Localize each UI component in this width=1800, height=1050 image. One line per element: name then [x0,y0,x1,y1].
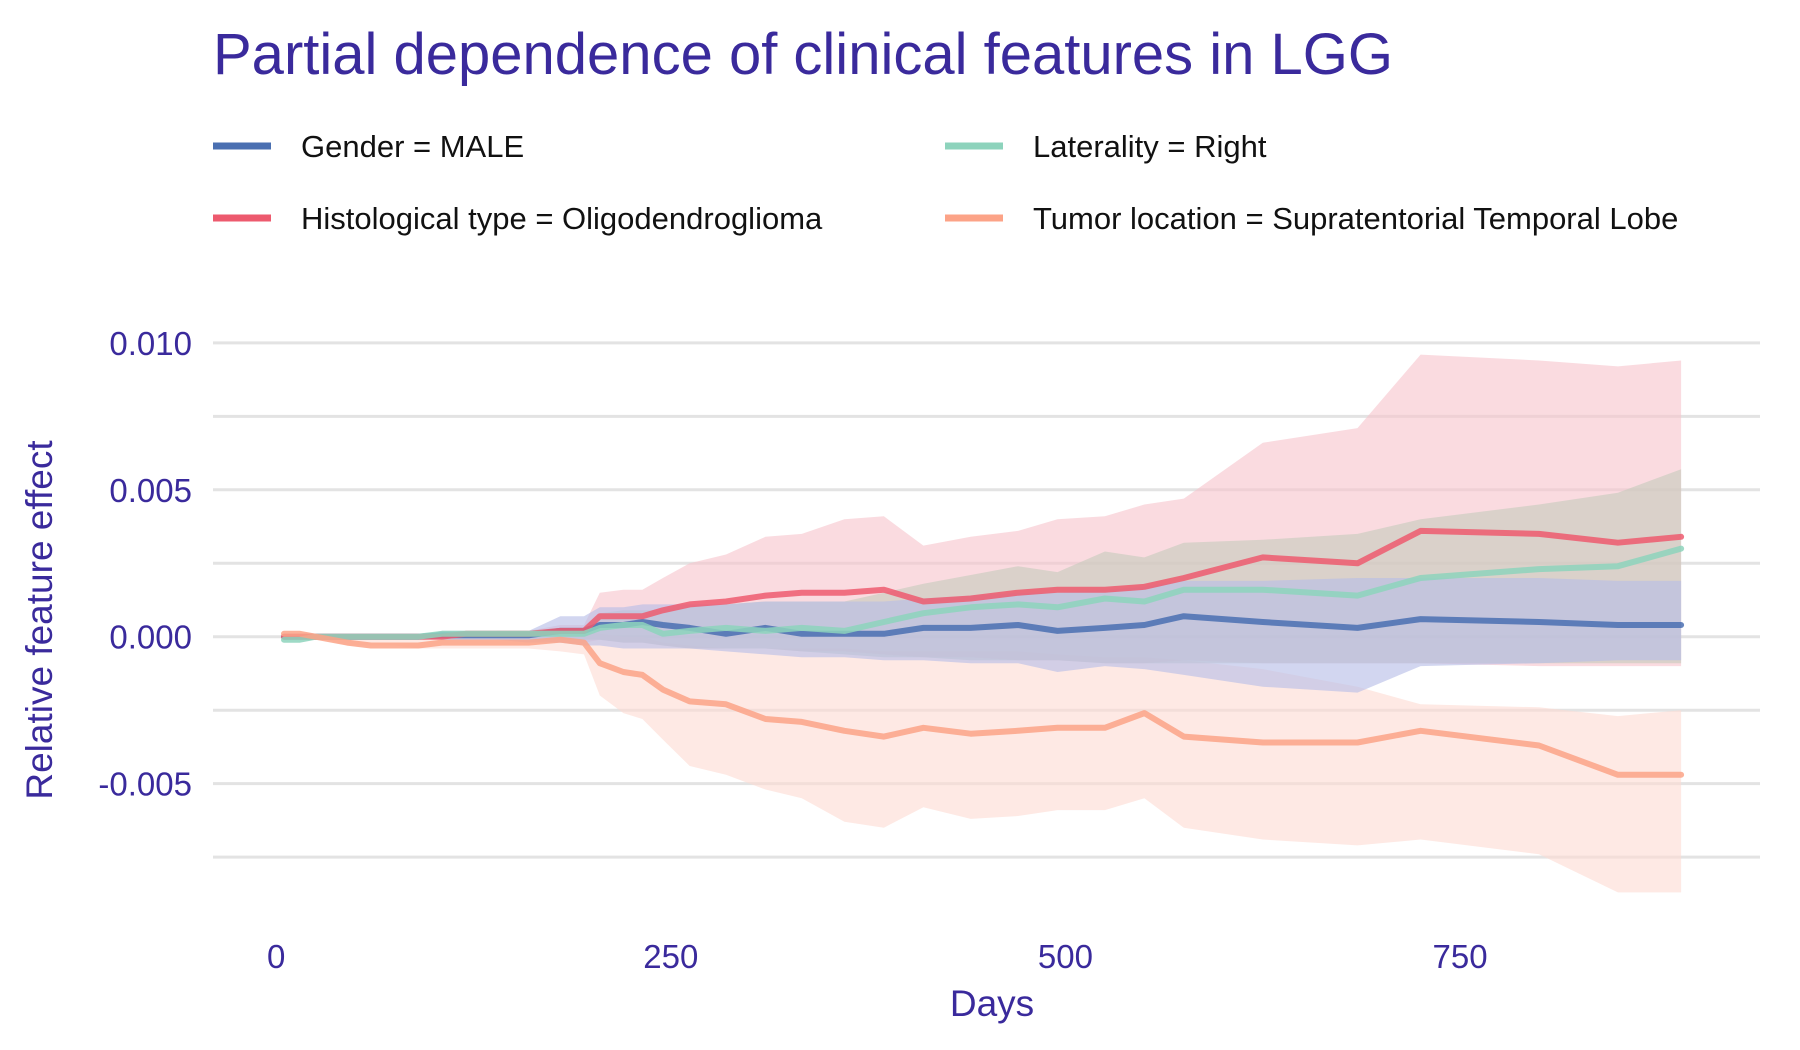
legend-label: Histological type = Oligodendroglioma [301,201,823,236]
legend-label: Gender = MALE [301,129,524,164]
confidence-band-0 [284,578,1682,693]
x-tick-label: 250 [643,938,698,975]
y-axis-label: Relative feature effect [19,440,60,800]
legend-label: Laterality = Right [1033,129,1267,164]
x-tick-label: 500 [1038,938,1093,975]
x-tick-label: 750 [1433,938,1488,975]
y-tick-label: 0.000 [109,619,192,656]
chart-title: Partial dependence of clinical features … [213,22,1393,87]
series-line-1 [281,545,1685,643]
series-line-3 [281,630,1685,778]
x-axis-ticks: 0 250 500 750 [267,938,1488,975]
x-tick-label: 0 [267,938,285,975]
legend: Gender = MALE Laterality = Right Histologi… [213,129,1678,236]
y-tick-label: 0.005 [109,472,192,509]
confidence-bands [284,354,1682,893]
legend-label: Tumor location = Supratentorial Temporal… [1033,201,1678,236]
y-tick-label: 0.010 [109,325,192,362]
confidence-band-3 [284,630,1682,893]
x-axis-label: Days [950,983,1034,1024]
y-tick-label: -0.005 [98,766,192,803]
series-lines [281,527,1685,778]
y-axis-ticks: 0.010 0.005 0.000 -0.005 [98,325,192,803]
